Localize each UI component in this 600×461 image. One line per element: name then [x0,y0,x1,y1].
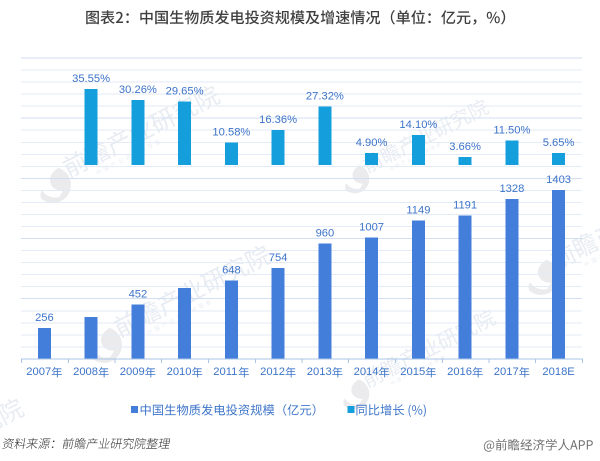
svg-text:754: 754 [269,252,288,264]
svg-text:2008: 2008 [73,366,98,378]
svg-text:452: 452 [129,288,148,300]
svg-text:960: 960 [316,227,335,239]
svg-text:2012: 2012 [260,366,285,378]
svg-text:2017: 2017 [494,366,519,378]
svg-text:5.65%: 5.65% [543,137,575,149]
svg-text:29.65%: 29.65% [166,85,204,97]
svg-text:2007: 2007 [26,366,51,378]
svg-text:1328: 1328 [499,183,524,195]
svg-text:4.90%: 4.90% [356,137,388,149]
svg-text:16.36%: 16.36% [259,114,297,126]
svg-text:11.50%: 11.50% [493,124,530,136]
svg-text:2011: 2011 [213,366,237,378]
svg-text:2009: 2009 [120,366,145,378]
svg-text:256: 256 [35,312,54,324]
svg-text:1403: 1403 [546,174,571,186]
svg-text:2014: 2014 [354,366,379,378]
svg-text:1149: 1149 [406,205,430,217]
svg-text:30.26%: 30.26% [119,84,157,96]
svg-text:3.66%: 3.66% [449,141,481,153]
svg-text:14.10%: 14.10% [399,119,437,131]
svg-text:2010: 2010 [167,366,192,378]
svg-text:1191: 1191 [453,200,477,212]
svg-text:10.58%: 10.58% [212,126,250,138]
svg-text:35.55%: 35.55% [72,73,110,85]
svg-text:1007: 1007 [359,222,384,234]
svg-text:2015: 2015 [400,366,425,378]
svg-text:648: 648 [222,265,241,277]
svg-text:27.32%: 27.32% [306,90,344,102]
svg-text:2013: 2013 [307,366,332,378]
svg-text:2016: 2016 [447,366,472,378]
svg-text:2018E: 2018E [542,366,574,378]
